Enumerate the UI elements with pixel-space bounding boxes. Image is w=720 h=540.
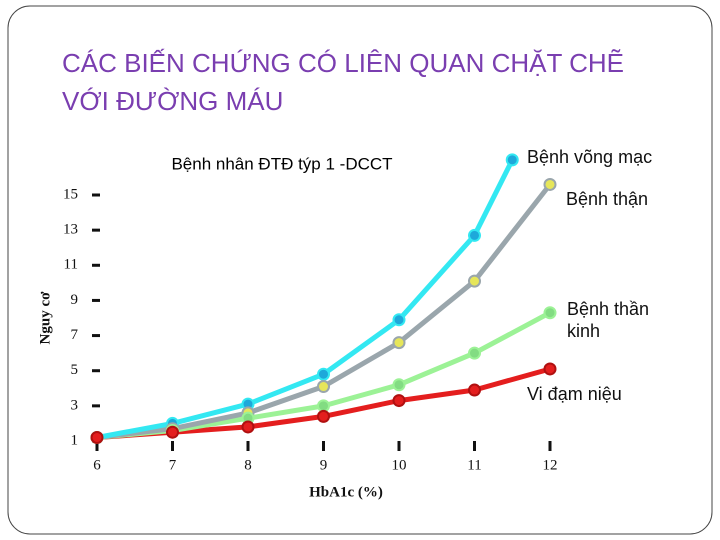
y-tick-label: 5 xyxy=(71,362,79,378)
series-marker xyxy=(468,383,481,397)
series-marker xyxy=(468,346,481,360)
x-tick-label: 12 xyxy=(543,457,558,473)
x-tick-label: 7 xyxy=(169,457,177,473)
slide-frame xyxy=(7,5,713,535)
y-label: Nguy cơ xyxy=(37,291,53,345)
y-tick-label: 1 xyxy=(71,432,79,448)
series-label: Bệnh thận xyxy=(566,189,649,209)
series-label: Vi đạm niệu xyxy=(527,384,622,404)
x-tick-label: 11 xyxy=(467,457,481,473)
series-marker xyxy=(543,177,557,191)
series-marker xyxy=(317,399,330,413)
series-marker xyxy=(241,420,255,434)
series-marker xyxy=(543,306,557,320)
y-tick-label: 7 xyxy=(71,327,79,343)
y-tick-label: 15 xyxy=(63,186,78,202)
series-marker xyxy=(468,274,481,288)
series-marker xyxy=(317,367,330,381)
series-marker xyxy=(317,380,330,394)
y-tick-label: 3 xyxy=(71,397,79,413)
x-label: HbA1c (%) xyxy=(309,484,383,500)
series-marker xyxy=(166,425,179,439)
series-marker xyxy=(90,430,104,444)
subtitle: Bệnh nhân ĐTĐ týp 1 -DCCT xyxy=(171,154,392,173)
y-tick-label: 13 xyxy=(63,222,78,238)
x-tick-label: 10 xyxy=(392,457,407,473)
series-marker xyxy=(317,409,330,423)
y-tick-label: 11 xyxy=(64,257,78,273)
series-marker xyxy=(468,228,481,242)
series-label: Bệnh võng mạc xyxy=(527,147,653,167)
x-tick-label: 8 xyxy=(244,457,252,473)
series-marker xyxy=(505,153,519,167)
series-marker xyxy=(392,336,406,350)
y-tick-label: 9 xyxy=(71,292,79,308)
series-marker xyxy=(392,394,406,408)
x-tick-label: 6 xyxy=(93,457,101,473)
series-marker xyxy=(392,313,406,327)
series-label: Bệnh thần kinh xyxy=(567,299,650,341)
series-marker xyxy=(392,378,406,392)
series-marker xyxy=(543,362,557,376)
x-tick-label: 9 xyxy=(320,457,328,473)
title: CÁC BIẾN CHỨNG CÓ LIÊN QUAN CHẶT CHẼ VỚI… xyxy=(62,48,625,116)
